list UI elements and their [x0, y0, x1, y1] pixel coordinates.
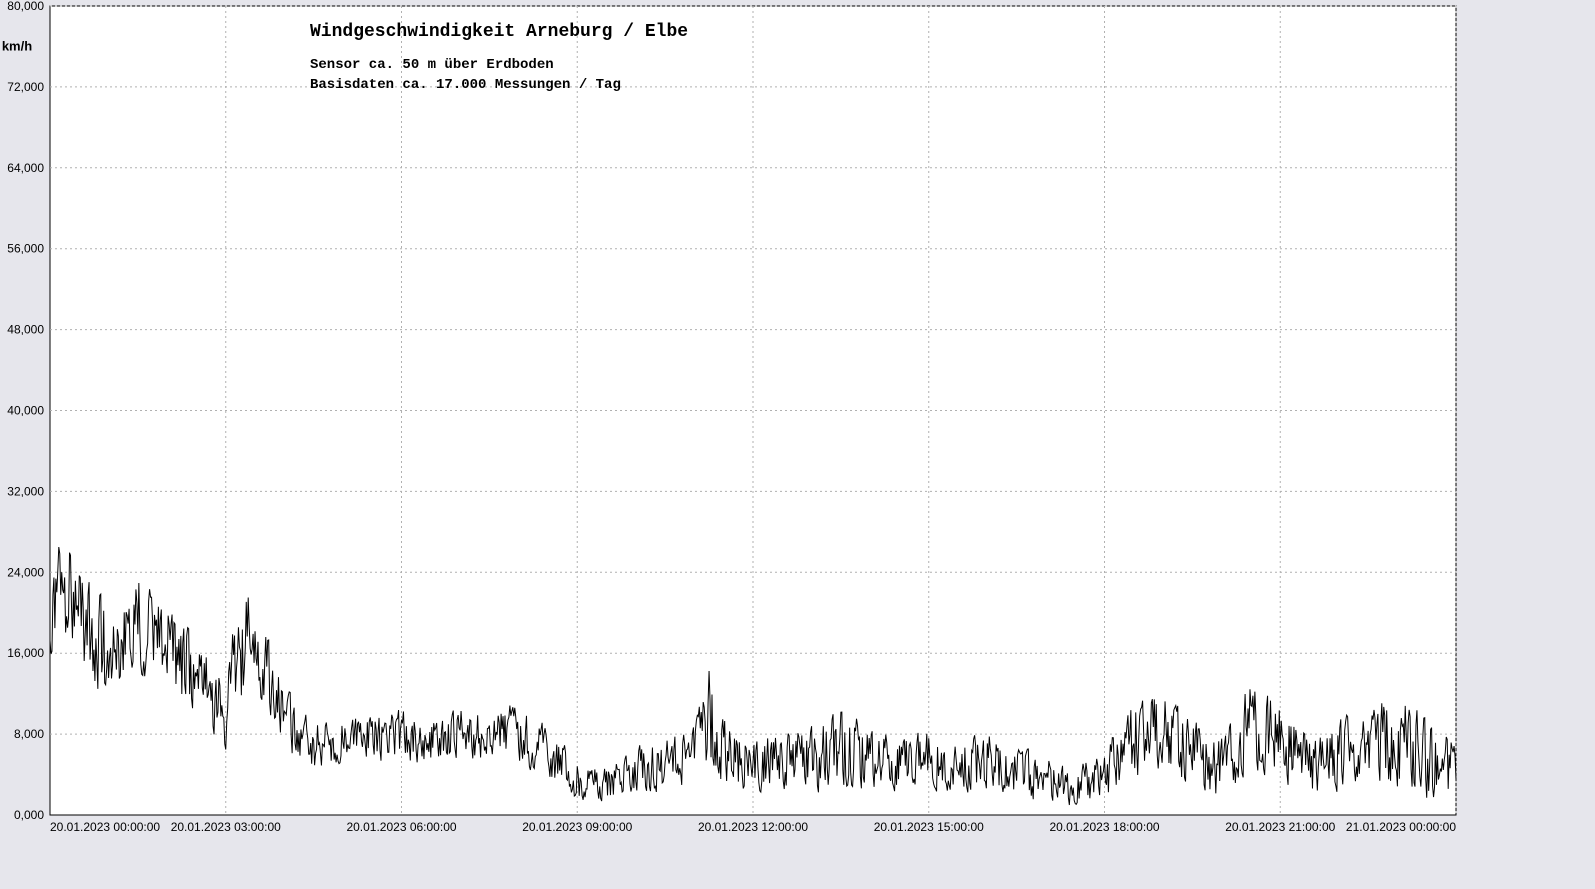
chart-subtitle-1: Sensor ca. 50 m über Erdboden: [310, 57, 554, 73]
y-tick-label: 32,000: [7, 484, 44, 498]
chart-subtitle-2: Basisdaten ca. 17.000 Messungen / Tag: [310, 77, 621, 93]
y-tick-label: 40,000: [7, 404, 44, 418]
y-tick-label: 16,000: [7, 646, 44, 660]
x-tick-label: 20.01.2023 18:00:00: [1049, 820, 1159, 834]
x-tick-label: 20.01.2023 15:00:00: [874, 820, 984, 834]
x-tick-label: 20.01.2023 03:00:00: [171, 820, 281, 834]
x-tick-label: 21.01.2023 00:00:00: [1346, 820, 1456, 834]
y-tick-label: 48,000: [7, 323, 44, 337]
y-tick-label: 8,000: [14, 727, 44, 741]
chart-title: Windgeschwindigkeit Arneburg / Elbe: [310, 22, 688, 42]
x-tick-label: 20.01.2023 21:00:00: [1225, 820, 1335, 834]
chart-container: 0,000 8,000 16,000 24,000 32,000 40,000 48,000…: [0, 0, 1595, 889]
y-tick-label: 72,000: [7, 80, 44, 94]
x-tick-label: 20.01.2023 12:00:00: [698, 820, 808, 834]
y-tick-label: 24,000: [7, 565, 44, 579]
y-tick-label: 64,000: [7, 161, 44, 175]
x-tick-label: 20.01.2023 00:00:00: [50, 820, 160, 834]
y-axis-unit: km/h: [2, 38, 32, 53]
x-tick-label: 20.01.2023 06:00:00: [346, 820, 456, 834]
x-tick-label: 20.01.2023 09:00:00: [522, 820, 632, 834]
y-tick-label: 80,000: [7, 0, 44, 13]
y-tick-label: 0,000: [14, 808, 44, 822]
wind-chart: 0,000 8,000 16,000 24,000 32,000 40,000 48,000…: [0, 0, 1595, 889]
y-tick-label: 56,000: [7, 242, 44, 256]
